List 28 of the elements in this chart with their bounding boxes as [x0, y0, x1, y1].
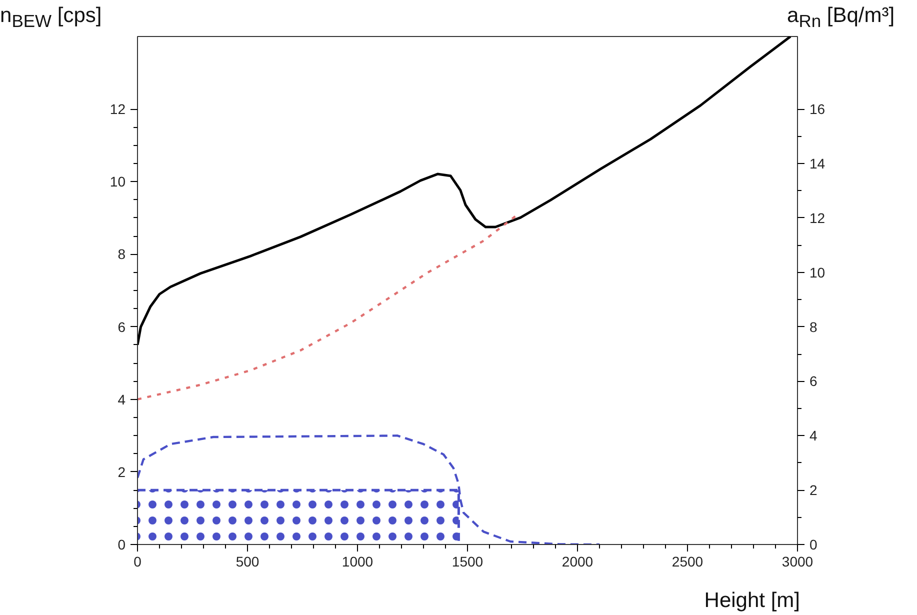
y-tick-label: 0 [118, 536, 126, 552]
x-tick-label: 3000 [782, 554, 814, 570]
line-series [138, 214, 519, 400]
y2-tick-label: 2 [810, 482, 818, 498]
x-axis-title: Height [m] [704, 588, 800, 614]
y-tick-label: 4 [118, 391, 126, 408]
y2-tick-label: 6 [810, 373, 818, 390]
y2-tick-label: 4 [810, 428, 818, 444]
y-axis-title: n$_{BEW}$ [cps] [0, 3, 102, 34]
x-tick-label: 0 [134, 554, 142, 570]
y-tick-label: 6 [118, 318, 126, 335]
y2-tick-label: 16 [810, 101, 826, 118]
y-tick-label: 10 [110, 174, 126, 190]
y-tick-label: 12 [110, 101, 126, 118]
y-tick-label: 8 [118, 246, 126, 262]
y-tick-label: 2 [118, 464, 126, 480]
line-series [138, 434, 601, 544]
y2-tick-label: 8 [810, 318, 818, 335]
y2-tick-label: 10 [810, 264, 826, 280]
x-tick-label: 1000 [342, 554, 374, 570]
y2-axis-title: a$_{Rn}$ [Bq/m³] [787, 3, 895, 34]
x-tick-label: 1500 [452, 554, 484, 570]
y2-tick-label: 0 [810, 536, 818, 552]
y2-tick-label: 14 [810, 156, 826, 172]
x-tick-label: 2000 [562, 554, 594, 570]
x-tick-label: 2500 [672, 554, 704, 570]
y2-tick-label: 12 [810, 210, 826, 226]
x-tick-label: 500 [236, 554, 260, 570]
